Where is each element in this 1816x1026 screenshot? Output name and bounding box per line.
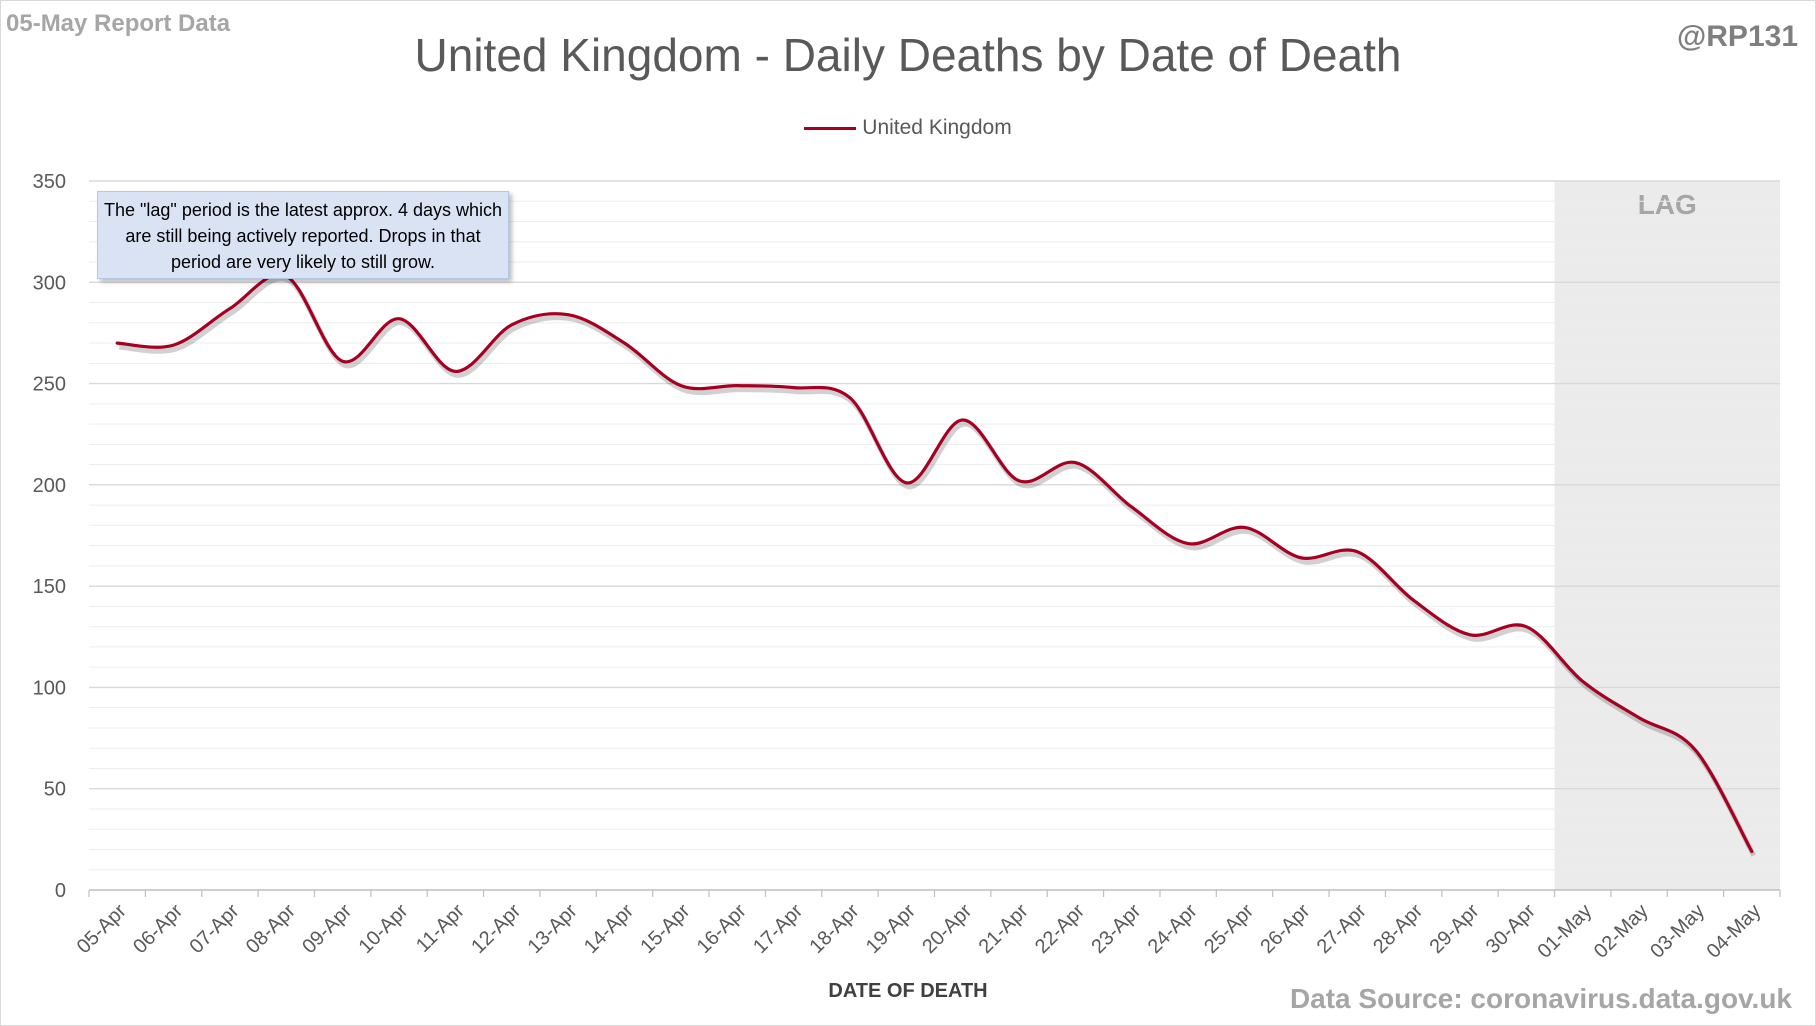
series-line-shadow (118, 276, 1756, 857)
x-tick-label: 06-Apr (129, 900, 187, 958)
x-tick-label: 22-Apr (1031, 900, 1089, 958)
y-tick-label: 150 (33, 576, 66, 598)
x-tick-label: 01-May (1534, 900, 1597, 963)
x-tick-label: 08-Apr (242, 900, 300, 958)
x-tick-label: 26-Apr (1256, 900, 1314, 958)
y-tick-label: 250 (33, 374, 66, 396)
x-tick-label: 23-Apr (1087, 900, 1145, 958)
series-line-united-kingdom (115, 273, 1754, 854)
x-tick-label: 28-Apr (1369, 900, 1427, 958)
x-tick-label: 18-Apr (805, 900, 863, 958)
x-tick-label: 09-Apr (298, 900, 356, 958)
legend: United Kingdom (0, 116, 1816, 140)
y-tick-label: 0 (55, 880, 66, 902)
x-tick-label: 05-Apr (73, 900, 131, 958)
x-tick-label: 03-May (1646, 900, 1709, 963)
x-tick-label: 11-Apr (412, 900, 469, 957)
chart-title: United Kingdom - Daily Deaths by Date of… (414, 29, 1402, 81)
x-tick-label: 14-Apr (580, 900, 638, 958)
lag-label: LAG (1638, 189, 1697, 220)
report-date-label: 05-May Report Data (6, 10, 231, 37)
x-tick-label: 02-May (1590, 900, 1653, 963)
x-tick-label: 20-Apr (918, 900, 976, 958)
x-tick-label: 19-Apr (862, 900, 920, 958)
x-tick-label: 12-Apr (467, 900, 525, 958)
y-tick-label: 350 (33, 171, 66, 193)
lag-note-callout: The "lag" period is the latest approx. 4… (97, 191, 509, 279)
y-tick-label: 300 (33, 272, 66, 294)
author-handle: @RP131 (1677, 20, 1798, 53)
y-tick-label: 100 (33, 677, 66, 699)
x-tick-label: 07-Apr (185, 900, 243, 958)
x-tick-label: 17-Apr (749, 900, 807, 958)
x-tick-label: 10-Apr (355, 900, 413, 958)
x-tick-label: 24-Apr (1144, 900, 1202, 958)
x-tick-label: 16-Apr (693, 900, 751, 958)
x-tick-label: 15-Apr (636, 900, 694, 958)
lag-region-shade (1554, 181, 1780, 890)
x-axis-title: DATE OF DEATH (828, 980, 988, 1002)
x-tick-label: 13-Apr (524, 900, 582, 958)
y-tick-label: 50 (44, 779, 66, 801)
x-tick-label: 25-Apr (1200, 900, 1258, 958)
x-tick-label: 27-Apr (1313, 900, 1371, 958)
x-tick-label: 30-Apr (1482, 900, 1540, 958)
y-tick-label: 200 (33, 475, 66, 497)
x-tick-label: 04-May (1703, 900, 1766, 963)
legend-swatch (804, 126, 857, 130)
data-source-label: Data Source: coronavirus.data.gov.uk (1289, 983, 1792, 1014)
x-tick-label: 29-Apr (1426, 900, 1484, 958)
x-tick-label: 21-Apr (975, 900, 1033, 958)
legend-label: United Kingdom (862, 116, 1012, 139)
